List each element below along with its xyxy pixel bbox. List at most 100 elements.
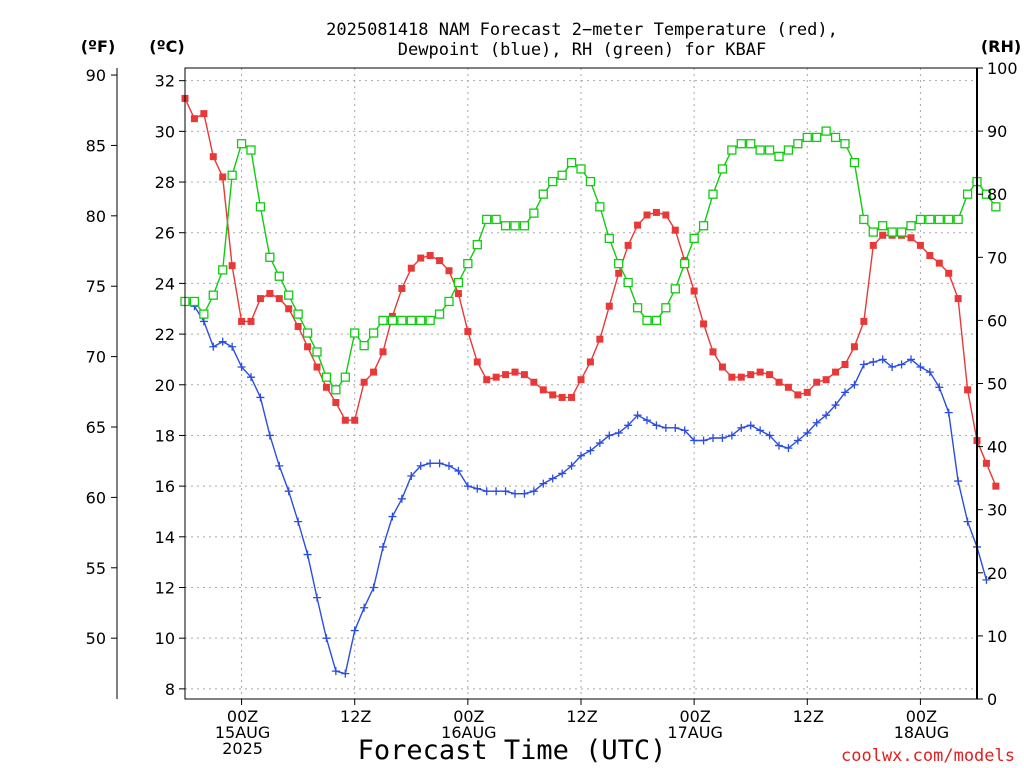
dewpoint-point [661,423,670,432]
dewpoint-series [181,297,991,678]
rh-point [218,265,228,275]
rh-tick-label: 30 [987,501,1007,520]
fahrenheit-tick-label: 80 [86,207,106,226]
x-tick-label: 15AUG [215,723,270,742]
rh-point [604,233,614,244]
rh-point [783,145,794,155]
temperature-point [445,267,453,275]
dewpoint-point [388,512,397,521]
rh-point [925,214,935,225]
temperature-point [700,320,708,328]
dewpoint-point [614,428,623,437]
rh-point [397,315,407,326]
x-tick-label: 00Z [906,707,937,726]
rh-point [416,315,426,326]
temperature-point [671,226,679,234]
rh-tick-label: 100 [987,59,1018,78]
x-tick-label: 12Z [340,707,371,726]
dewpoint-point [331,667,340,676]
rh-point [199,309,209,319]
temperature-point [926,252,934,260]
fahrenheit-tick-label: 50 [86,629,106,648]
celsius-tick-label: 22 [155,325,175,344]
rh-point [284,290,294,300]
rh-point [510,221,520,231]
rh-point [246,145,256,155]
temperature-point [473,358,481,366]
temperature-point [624,241,632,249]
rh-tick-label: 60 [987,311,1007,330]
temperature-line [184,98,997,487]
dewpoint-point [699,436,708,445]
temperature-point [511,368,519,376]
chart-title-line-1: 2025081418 NAM Forecast 2−meter Temperat… [326,20,838,40]
x-tick-label: 17AUG [667,723,722,742]
temperature-point [549,391,557,399]
rh-point [944,214,954,225]
temperature-point [351,416,359,424]
dewpoint-point [595,439,604,448]
x-axis-title: Forecast Time (UTC) [358,735,667,766]
temperature-series [181,94,1000,490]
fahrenheit-axis-unit: (ºF) [81,37,116,56]
temperature-point [784,383,792,391]
dewpoint-point [916,363,925,372]
dewpoint-point [878,355,887,364]
fahrenheit-tick-label: 65 [86,418,106,437]
dewpoint-point [822,411,831,420]
rh-point [321,372,332,382]
temperature-point [568,393,576,401]
temperature-point [577,376,585,384]
dewpoint-point [313,593,321,602]
rh-series [180,126,1001,395]
rh-point [557,170,567,180]
rh-point [208,290,218,300]
dewpoint-point [350,626,359,635]
dewpoint-point [812,418,821,427]
temperature-point [417,254,425,262]
fahrenheit-tick-label: 90 [86,66,106,85]
celsius-tick-label: 30 [155,122,175,141]
fahrenheit-tick-label: 70 [86,348,106,367]
dewpoint-point [775,441,783,450]
dewpoint-point [407,471,416,480]
rh-point [500,221,511,231]
temperature-point [935,259,943,267]
rh-tick-label: 10 [987,627,1007,646]
rh-point [991,202,1001,212]
rh-tick-label: 0 [987,690,997,709]
rh-point [378,315,388,326]
rh-point [387,315,398,326]
celsius-tick-label: 14 [155,528,175,547]
rh-point [576,164,586,174]
dewpoint-point [727,431,736,440]
grid-lines [185,68,977,699]
temperature-point [822,376,830,384]
rh-point [538,189,548,199]
rh-tick-label: 90 [987,122,1007,141]
rh-point [632,303,643,313]
rh-point [482,214,492,225]
temperature-point [200,110,208,118]
dewpoint-point [784,444,793,453]
dewpoint-point [492,487,501,496]
temperature-point [596,335,604,343]
dewpoint-point [859,360,868,369]
rh-point [340,372,350,382]
dewpoint-point [558,469,567,478]
dewpoint-point [765,431,774,440]
celsius-tick-label: 18 [155,426,175,445]
dewpoint-point [209,342,218,351]
temperature-point [643,211,651,219]
dewpoint-point [275,461,284,470]
rh-point [962,189,973,199]
dewpoint-point [841,388,849,397]
temperature-point [238,317,246,325]
rh-point [849,157,860,168]
rh-point [265,252,275,262]
temperature-point [370,368,378,376]
dewpoint-point [529,487,538,496]
dewpoint-point [577,451,585,460]
dewpoint-point [709,433,717,442]
x-tick-label: 2025 [222,739,263,758]
